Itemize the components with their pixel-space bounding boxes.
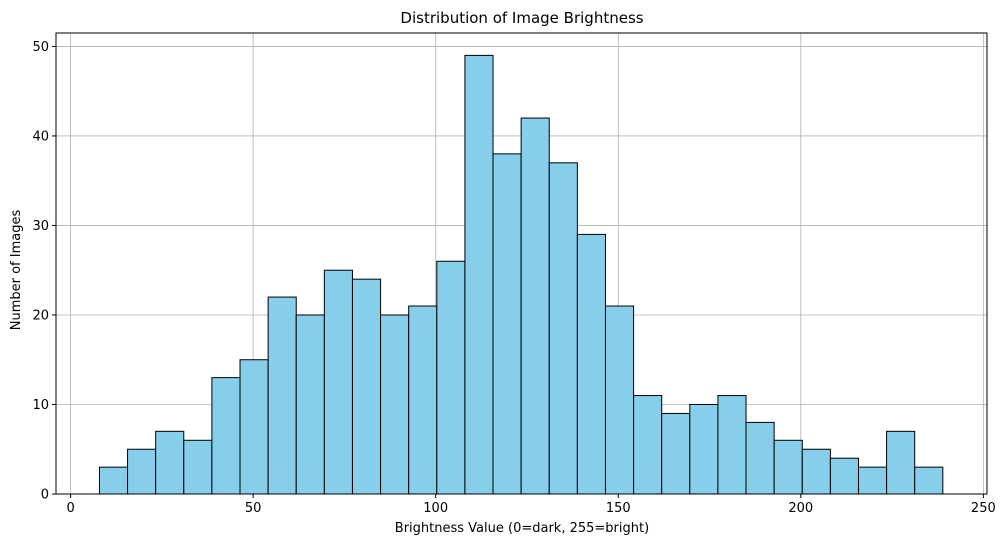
x-axis-label: Brightness Value (0=dark, 255=bright) xyxy=(395,521,649,536)
x-tick-label: 200 xyxy=(788,501,813,516)
x-tick-label: 150 xyxy=(606,501,631,516)
y-tick-label: 40 xyxy=(32,129,49,144)
y-tick-label: 30 xyxy=(32,219,49,234)
histogram-bar xyxy=(408,305,438,495)
y-axis-label: Number of Images xyxy=(9,210,24,331)
histogram-bar xyxy=(717,395,747,495)
histogram-bar xyxy=(773,439,803,495)
histogram-bar xyxy=(436,260,466,495)
histogram-bar xyxy=(155,430,185,495)
histogram-bar xyxy=(886,430,916,495)
y-tick-label: 10 xyxy=(32,398,49,413)
histogram-bar xyxy=(689,403,719,495)
histogram-bar xyxy=(857,466,888,495)
y-tick-label: 50 xyxy=(32,40,49,55)
y-tick-label: 20 xyxy=(32,308,49,323)
histogram-bar xyxy=(576,233,606,495)
x-tick-label: 50 xyxy=(245,501,262,516)
histogram-bar xyxy=(633,395,663,495)
histogram-bar xyxy=(464,54,494,495)
histogram-bar xyxy=(604,305,635,495)
histogram-bar xyxy=(295,314,325,495)
histogram-bar xyxy=(98,466,129,495)
x-tick-label: 250 xyxy=(971,501,996,516)
histogram-bar xyxy=(380,314,410,495)
plot-frame xyxy=(55,32,988,495)
histogram-bars xyxy=(98,54,944,495)
histogram-bar xyxy=(661,412,691,495)
chart-title: Distribution of Image Brightness xyxy=(400,9,643,27)
histogram-bar xyxy=(323,269,353,495)
histogram-bar xyxy=(267,296,297,495)
histogram-bar xyxy=(745,421,775,495)
histogram-bar xyxy=(239,359,269,495)
histogram-bar xyxy=(351,278,382,495)
histogram-bar xyxy=(914,466,944,495)
y-axis-ticks: 0 10 20 30 40 50 xyxy=(32,40,56,503)
x-axis-ticks: 0 50 100 150 200 250 xyxy=(66,494,996,516)
histogram-bar xyxy=(211,377,241,495)
histogram-bar xyxy=(492,153,522,495)
histogram-bar xyxy=(183,439,213,495)
histogram-bar xyxy=(829,457,859,495)
histogram-bar xyxy=(127,448,157,495)
x-tick-label: 0 xyxy=(66,501,74,516)
histogram-bar xyxy=(548,162,578,495)
x-tick-label: 100 xyxy=(423,501,448,516)
histogram-bar xyxy=(520,117,550,495)
y-tick-label: 0 xyxy=(41,488,49,503)
histogram-bar xyxy=(801,448,831,495)
